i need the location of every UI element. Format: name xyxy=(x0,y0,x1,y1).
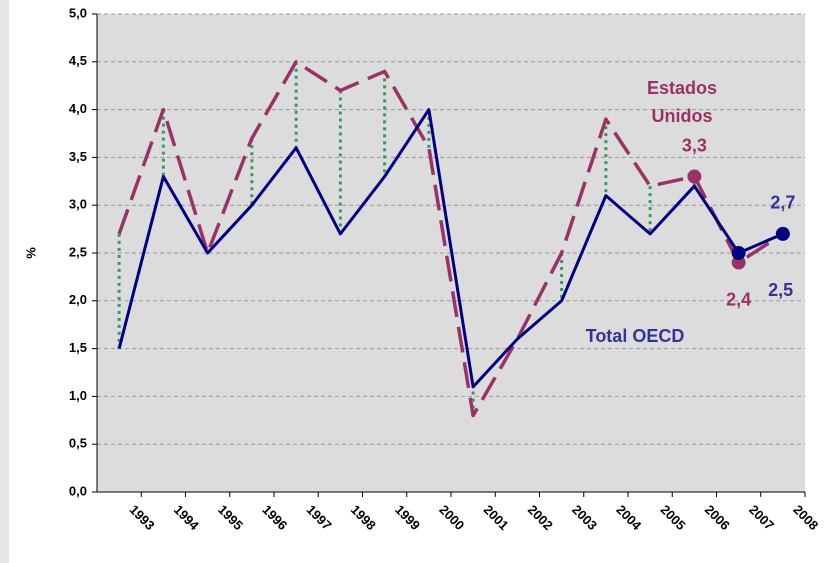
x-tick-label: 2006 xyxy=(702,502,733,533)
series-label: Estados Unidos xyxy=(646,78,718,126)
y-tick-label: 1,0 xyxy=(69,388,87,403)
y-tick-label: 5,0 xyxy=(69,5,87,20)
x-tick-label: 2008 xyxy=(790,502,821,533)
series-line xyxy=(117,108,784,389)
x-tick-label: 1996 xyxy=(259,502,290,533)
y-tick-label: 0,5 xyxy=(69,436,87,451)
point xyxy=(687,169,702,184)
x-tick-label: 1998 xyxy=(348,502,379,533)
y-tick-label: 3,0 xyxy=(69,197,87,212)
x-tick-label: 2000 xyxy=(436,502,467,533)
y-tick-label: 3,5 xyxy=(69,149,87,164)
data-label: 3,3 xyxy=(682,135,707,155)
x-tick-label: 2003 xyxy=(569,502,600,533)
y-tick-label: 4,0 xyxy=(69,101,87,116)
y-tick-label: 4,5 xyxy=(69,53,87,68)
x-tick-label: 2002 xyxy=(525,502,556,533)
x-tick-label: 1999 xyxy=(392,502,423,533)
x-tick-label: 1997 xyxy=(304,502,335,533)
data-label: 2,4 xyxy=(726,289,751,309)
x-tick-label: 2001 xyxy=(481,502,512,533)
side-strip xyxy=(0,0,9,563)
y-tick-label: 0,0 xyxy=(69,483,87,498)
x-tick-label: 2005 xyxy=(658,502,689,533)
x-tick-label: 2004 xyxy=(613,502,645,534)
y-tick-label: 1,5 xyxy=(69,340,87,355)
x-tick-label: 2007 xyxy=(746,502,777,533)
x-tick-label: 1993 xyxy=(127,502,158,533)
data-label: 2,5 xyxy=(768,280,793,300)
data-label: 2,7 xyxy=(770,193,795,213)
x-tick-label: 1994 xyxy=(171,502,203,534)
y-tick-label: 2,5 xyxy=(69,244,87,259)
y-axis-label: % xyxy=(23,247,38,259)
series-line xyxy=(117,60,784,418)
series-label: Total OECD xyxy=(585,326,685,346)
point xyxy=(731,246,746,260)
point xyxy=(775,226,790,241)
x-tick-label: 1995 xyxy=(215,502,246,533)
y-tick-label: 2,0 xyxy=(69,292,87,307)
